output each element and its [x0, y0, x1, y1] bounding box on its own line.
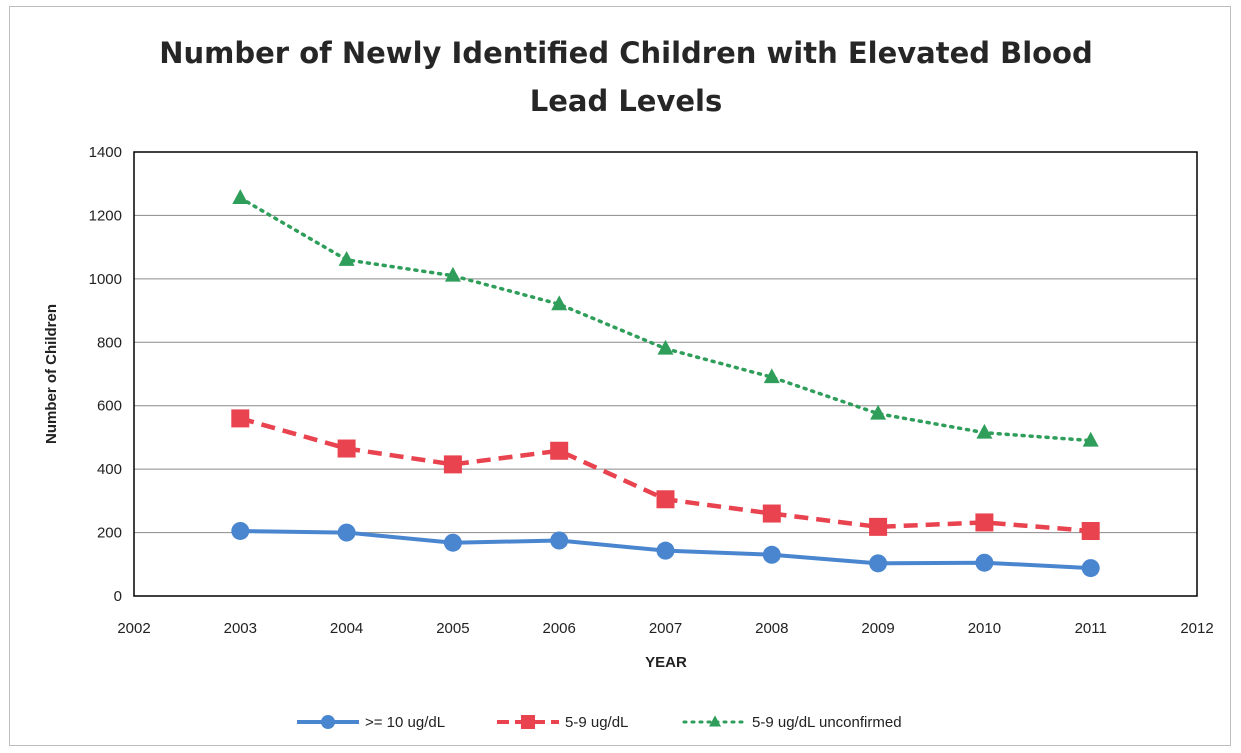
y-tick-label: 0 [114, 588, 122, 605]
legend: >= 10 ug/dL 5-9 ug/dL 5-9 ug/dL unconfirme… [297, 714, 902, 731]
series-1 [231, 521, 1100, 578]
y-axis-label: Number of Children [43, 304, 60, 444]
data-point [337, 523, 356, 542]
data-point [657, 339, 674, 355]
legend-item-3: 5-9 ug/dL unconfirmed [682, 714, 902, 731]
data-point [1082, 431, 1099, 447]
x-tick-label: 2010 [968, 620, 1001, 637]
data-point [656, 541, 675, 560]
y-tick-label: 800 [97, 334, 122, 351]
data-point [763, 368, 780, 384]
data-point [870, 404, 887, 420]
series-line [238, 196, 1093, 443]
data-point [975, 513, 994, 532]
data-point [443, 455, 462, 474]
x-tick-label: 2003 [224, 620, 257, 637]
x-tick-label: 2008 [755, 620, 788, 637]
x-tick-label: 2004 [330, 620, 363, 637]
x-tick-label: 2011 [1075, 620, 1107, 637]
x-tick-label: 2006 [543, 620, 576, 637]
legend-item-2: 5-9 ug/dL [497, 714, 628, 731]
data-point [550, 441, 569, 460]
plot-area-border [133, 151, 1198, 597]
x-tick-label: 2002 [117, 620, 150, 637]
data-point [762, 504, 781, 523]
y-tick-label: 200 [97, 525, 122, 542]
y-tick-label: 600 [97, 398, 122, 415]
data-point [550, 531, 569, 550]
series-line [239, 416, 1091, 534]
x-tick-label: 2012 [1180, 620, 1213, 637]
data-point [338, 251, 355, 266]
x-tick-label: 2007 [649, 620, 682, 637]
series-3 [232, 189, 1099, 447]
data-point [869, 554, 888, 573]
legend-swatch-marker [321, 715, 335, 729]
series-layer [231, 189, 1100, 578]
data-point [444, 266, 461, 282]
data-point [1081, 559, 1100, 578]
x-tick-label: 2009 [861, 620, 894, 637]
data-point [443, 533, 462, 552]
x-axis-ticks: 2002 2003 2004 2005 2006 2007 2008 2009 2010 2011… [117, 620, 1213, 637]
data-point [762, 545, 781, 564]
data-point [231, 521, 250, 540]
y-tick-label: 1000 [89, 271, 122, 288]
x-axis-label: YEAR [645, 654, 687, 671]
data-point [231, 409, 250, 428]
x-tick-label: 2005 [436, 620, 469, 637]
y-tick-label: 1200 [89, 207, 122, 224]
data-point [975, 553, 994, 572]
series-2 [231, 409, 1100, 540]
data-point [869, 517, 888, 536]
chart-title-line-1: Number of Newly Identified Children with… [159, 36, 1093, 70]
legend-swatch-marker [521, 715, 535, 729]
y-tick-label: 1400 [89, 144, 122, 161]
chart-frame [9, 6, 1231, 746]
data-point [656, 490, 675, 509]
data-point [1081, 521, 1100, 540]
legend-swatch-marker [709, 715, 721, 727]
data-point [551, 295, 568, 311]
gridlines [134, 214, 1197, 534]
data-point [337, 439, 356, 458]
legend-item-1: >= 10 ug/dL [297, 714, 445, 731]
y-tick-label: 400 [97, 461, 122, 478]
legend-label: 5-9 ug/dL [565, 714, 628, 731]
legend-label: >= 10 ug/dL [365, 714, 445, 731]
y-axis-ticks: 0 200 400 600 800 1000 1200 1400 [89, 144, 122, 605]
chart-title-line-2: Lead Levels [530, 84, 723, 118]
legend-label: 5-9 ug/dL unconfirmed [752, 714, 902, 731]
data-point [232, 189, 249, 204]
data-point [976, 423, 993, 439]
